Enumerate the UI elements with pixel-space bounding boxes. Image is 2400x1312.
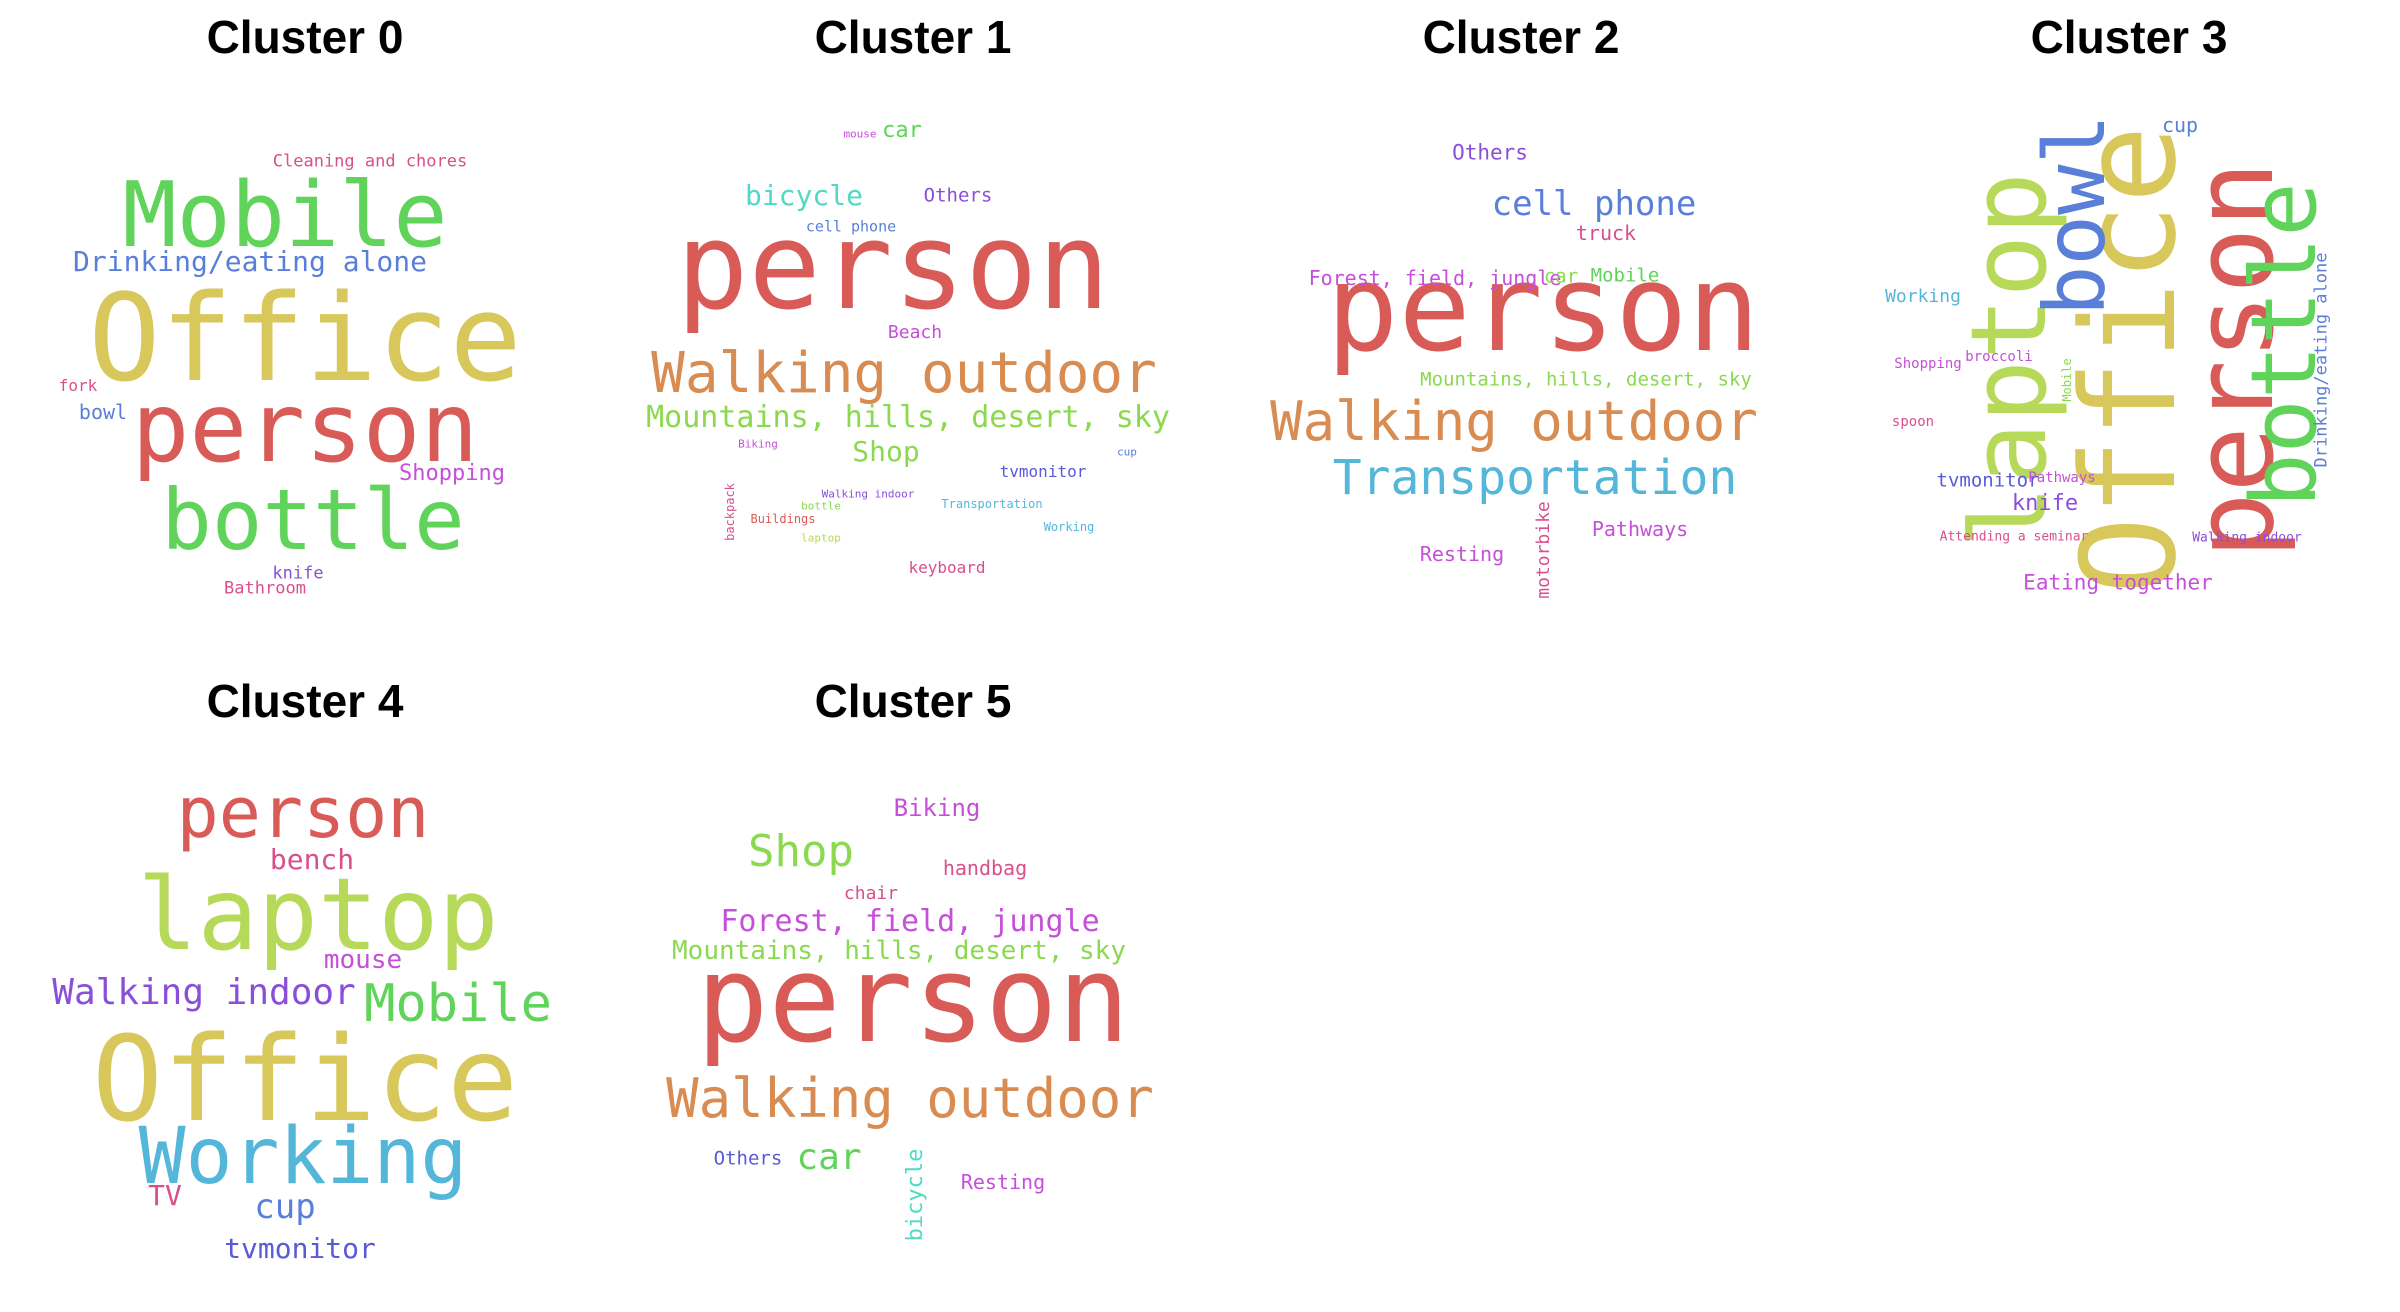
cluster-1-word: mouse <box>843 127 877 141</box>
cluster-5-word: bicycle <box>903 1148 928 1242</box>
cluster-1-title: Cluster 1 <box>814 11 1012 63</box>
cluster-5-word: Mountains, hills, desert, sky <box>672 936 1126 966</box>
cluster-1-word: Buildings <box>750 512 816 526</box>
cluster-1-word: Biking <box>738 437 778 451</box>
cluster-4-word: Walking indoor <box>52 972 356 1013</box>
cluster-0-word: knife <box>272 563 324 584</box>
cluster-5-word: Walking outdoor <box>666 1067 1154 1130</box>
cluster-2-word: Mountains, hills, desert, sky <box>1420 368 1752 391</box>
cluster-0-word: Bathroom <box>224 578 306 599</box>
cluster-2-word: Others <box>1452 140 1528 165</box>
cluster-1-word: bicycle <box>744 179 864 212</box>
cluster-3-word: tvmonitor <box>1936 469 2040 492</box>
cluster-0-word: person <box>131 372 479 484</box>
cluster-3-title: Cluster 3 <box>2030 11 2228 63</box>
cluster-1-word: Walking indoor <box>821 487 915 501</box>
cluster-5-title: Cluster 5 <box>814 675 1012 727</box>
cluster-2-word: Transportation <box>1332 450 1738 506</box>
cluster-3-word: Mobile <box>2060 358 2074 402</box>
cluster-2-title: Cluster 2 <box>1422 11 1620 63</box>
cluster-0-word: Cleaning and chores <box>272 151 468 172</box>
cluster-4-word: bench <box>269 843 355 876</box>
cluster-2-word: truck <box>1575 221 1637 245</box>
cluster-1-word: Mountains, hills, desert, sky <box>646 400 1170 435</box>
cluster-5-word: chair <box>843 883 899 904</box>
cluster-1-word: laptop <box>801 531 841 545</box>
cluster-2-word: motorbike <box>1533 501 1554 599</box>
cluster-2-word: Resting <box>1419 542 1505 566</box>
cluster-1-word: Transportation <box>941 497 1043 511</box>
cluster-3-word: Working <box>1885 286 1961 307</box>
cluster-3-word: spoon <box>1891 414 1935 430</box>
cluster-1-word: keyboard <box>908 558 986 577</box>
cluster-5-word: car <box>796 1137 862 1178</box>
cluster-1-word: Working <box>1043 520 1095 534</box>
cluster-4-word: cup <box>254 1187 316 1227</box>
cluster-5-word: person <box>696 931 1130 1070</box>
cluster-3-word: Attending a seminar <box>1939 529 2089 545</box>
cluster-1-word: Walking outdoor <box>651 341 1157 406</box>
cluster-4-word: Office <box>91 1010 519 1148</box>
cluster-0-word: Mobile <box>122 163 448 268</box>
cluster-2-word: cell phone <box>1491 184 1697 224</box>
cluster-0-word: Office <box>88 270 522 409</box>
cluster-4-word: TV <box>148 1179 182 1212</box>
cluster-1-word: Shop <box>852 435 920 468</box>
cluster-2-word: Pathways <box>1591 517 1689 541</box>
cluster-4-word: Mobile <box>364 974 552 1034</box>
cluster-3-word: knife <box>2011 491 2079 516</box>
cluster-2-word: car <box>1543 265 1579 288</box>
cluster-1-word: tvmonitor <box>999 462 1087 481</box>
cluster-0-word: Drinking/eating alone <box>72 245 428 278</box>
cluster-4-word: tvmonitor <box>224 1232 376 1265</box>
cluster-4-word: mouse <box>323 945 403 975</box>
cluster-3-word: Walking indoor <box>2192 530 2302 546</box>
cluster-5-word: Others <box>713 1147 783 1170</box>
cluster-3-word: Shopping <box>1894 356 1962 372</box>
cluster-4-word: person <box>176 772 430 854</box>
cluster-1-word: person <box>676 198 1110 337</box>
cluster-0-word: fork <box>58 376 98 395</box>
cluster-2-word: person <box>1326 240 1760 379</box>
cluster-4-title: Cluster 4 <box>206 675 404 727</box>
cluster-1-word: cell phone <box>805 217 897 236</box>
cluster-1-word: car <box>882 118 922 143</box>
cluster-5-word: Resting <box>960 1170 1046 1194</box>
cluster-0-title: Cluster 0 <box>206 11 404 63</box>
cluster-1-word: bottle <box>801 499 841 513</box>
cluster-0-word: Shopping <box>399 461 505 486</box>
cluster-2-word: Walking outdoor <box>1270 390 1758 453</box>
cluster-5-word: Shop <box>748 826 854 877</box>
cluster-1-word: Others <box>923 184 993 207</box>
cluster-4-word: laptop <box>137 856 499 973</box>
cluster-1-word: backpack <box>723 483 737 541</box>
cluster-5-word: handbag <box>942 856 1028 880</box>
cluster-3-word: broccoli <box>1965 349 2033 365</box>
cluster-3-word: Eating together <box>2023 570 2213 595</box>
cluster-4-word: Working <box>138 1112 468 1202</box>
cluster-1-word: Beach <box>887 322 943 343</box>
cluster-3-word: cup <box>2161 113 2199 137</box>
cluster-0-word: bowl <box>78 400 128 424</box>
cluster-5-word: Biking <box>893 794 981 822</box>
cluster-3-word: Pathways <box>2028 470 2096 486</box>
cluster-1-word: cup <box>1117 445 1137 459</box>
cluster-2-word: Mobile <box>1590 264 1660 287</box>
cluster-0-word: bottle <box>161 471 465 569</box>
cluster-3-word: Drinking/eating alone <box>2311 252 2332 468</box>
cluster-5-word: Forest, field, jungle <box>720 904 1100 939</box>
cluster-2-word: Forest, field, jungle <box>1308 266 1562 290</box>
cluster-3-word: bowl <box>2026 113 2124 317</box>
